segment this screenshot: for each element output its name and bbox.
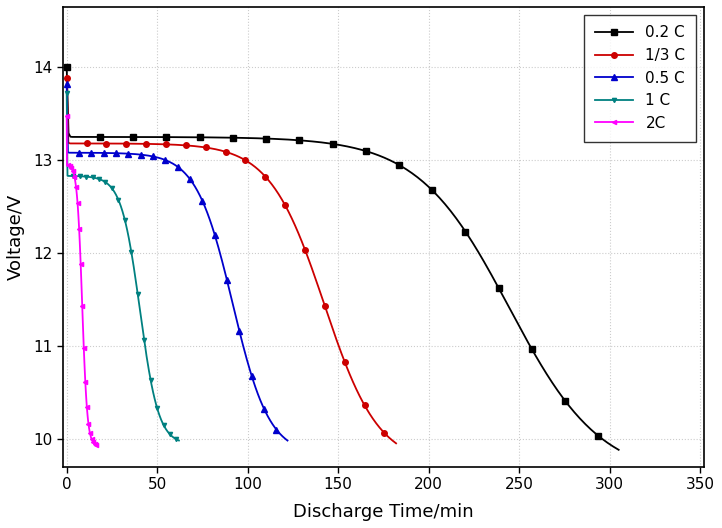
2C [93,442,102,448]
Line: 0.2 C: 0.2 C [64,64,622,452]
2C [69,171,78,177]
1 C [118,208,127,214]
1/3 C [62,76,71,82]
0.2 C [562,400,571,407]
0.2 C [391,160,399,166]
Line: 0.5 C: 0.5 C [64,81,290,444]
1 C [62,90,71,97]
0.5 C [66,149,74,156]
0.5 C [88,149,97,156]
0.5 C [62,81,71,87]
1/3 C [123,140,132,147]
0.2 C [400,165,409,172]
1/3 C [82,140,91,147]
2C [91,441,100,447]
2C [81,373,90,379]
1/3 C [392,440,401,447]
1/3 C [150,141,159,147]
0.5 C [283,437,292,444]
2C [92,441,100,448]
1/3 C [364,408,373,414]
0.5 C [276,431,284,437]
0.5 C [258,403,267,409]
X-axis label: Discharge Time/min: Discharge Time/min [293,503,474,521]
2C [78,312,87,318]
1 C [74,173,82,180]
0.5 C [108,150,117,156]
Y-axis label: Voltage/V: Voltage/V [7,194,25,280]
1 C [175,437,183,444]
0.2 C [389,159,398,165]
0.5 C [147,153,155,159]
Line: 2C: 2C [64,114,100,447]
1/3 C [76,140,84,147]
0.2 C [528,346,536,352]
Line: 1 C: 1 C [64,91,181,442]
1 C [66,173,75,179]
1 C [82,174,91,180]
2C [69,167,77,174]
0.2 C [64,130,73,136]
1 C [69,173,77,179]
1 C [173,437,182,443]
0.2 C [62,64,71,70]
2C [62,112,71,119]
0.2 C [614,447,623,453]
1/3 C [375,425,384,431]
Legend: 0.2 C, 1/3 C, 0.5 C, 1 C, 2C: 0.2 C, 1/3 C, 0.5 C, 1 C, 2C [584,15,696,142]
Line: 1/3 C: 1/3 C [64,76,399,446]
